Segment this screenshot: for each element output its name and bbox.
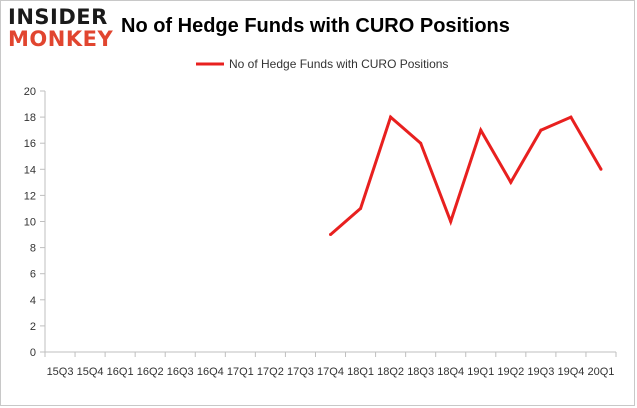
y-tick-label: 20	[24, 86, 36, 98]
data-point	[329, 233, 332, 237]
data-point	[359, 206, 363, 210]
x-tick-label: 18Q2	[377, 366, 404, 378]
axes	[44, 91, 616, 353]
y-tick-label: 4	[30, 295, 36, 307]
x-tick-label: 18Q4	[437, 366, 464, 378]
x-tick-label: 16Q4	[197, 366, 224, 378]
x-tick-label: 16Q1	[107, 366, 134, 378]
legend-label: No of Hedge Funds with CURO Positions	[229, 57, 448, 71]
y-tick-label: 8	[30, 243, 36, 255]
data-point	[599, 167, 603, 171]
legend: No of Hedge Funds with CURO Positions	[196, 57, 448, 71]
y-tick-label: 12	[24, 190, 36, 202]
y-tick-label: 18	[24, 112, 36, 124]
x-tick-label: 19Q1	[467, 366, 494, 378]
y-axis-ticks: 0 2 4 6 8 10 12 14 16 18 20	[24, 86, 45, 359]
logo-text-monkey: MONKEY	[8, 27, 114, 51]
data-point	[539, 128, 543, 132]
data-point	[479, 128, 483, 132]
x-tick-label: 16Q2	[137, 366, 164, 378]
data-point	[389, 115, 393, 119]
y-tick-label: 2	[30, 321, 36, 333]
data-point	[509, 180, 513, 184]
series-layer	[329, 114, 603, 237]
x-axis-ticks: 15Q3 15Q4 16Q1 16Q2 16Q3 16Q4 17Q1 17Q2 17Q3 17Q4…	[44, 352, 617, 378]
x-tick-label: 19Q2	[497, 366, 524, 378]
data-point	[569, 115, 573, 119]
y-tick-label: 14	[24, 164, 36, 176]
y-tick-label: 16	[24, 138, 36, 150]
x-tick-label: 17Q2	[257, 366, 284, 378]
logo-text-insider: INSIDER	[8, 5, 108, 29]
x-tick-label: 15Q3	[47, 366, 74, 378]
data-point	[449, 220, 453, 223]
y-tick-label: 10	[24, 217, 36, 229]
x-tick-label: 15Q4	[77, 366, 104, 378]
x-tick-label: 19Q3	[527, 366, 554, 378]
y-tick-label: 6	[30, 269, 36, 281]
y-tick-label: 0	[30, 347, 36, 359]
x-tick-label: 16Q3	[167, 366, 194, 378]
series-line	[329, 114, 603, 236]
chart-title: No of Hedge Funds with CURO Positions	[121, 15, 510, 37]
x-tick-label: 20Q1	[588, 366, 615, 378]
data-point	[419, 141, 423, 145]
insider-monkey-logo: INSIDER MONKEY	[8, 6, 118, 52]
x-tick-label: 19Q4	[557, 366, 584, 378]
x-tick-label: 17Q4	[317, 366, 344, 378]
x-tick-label: 17Q1	[227, 366, 254, 378]
x-tick-label: 18Q1	[347, 366, 374, 378]
x-tick-label: 18Q3	[407, 366, 434, 378]
x-tick-label: 17Q3	[287, 366, 314, 378]
